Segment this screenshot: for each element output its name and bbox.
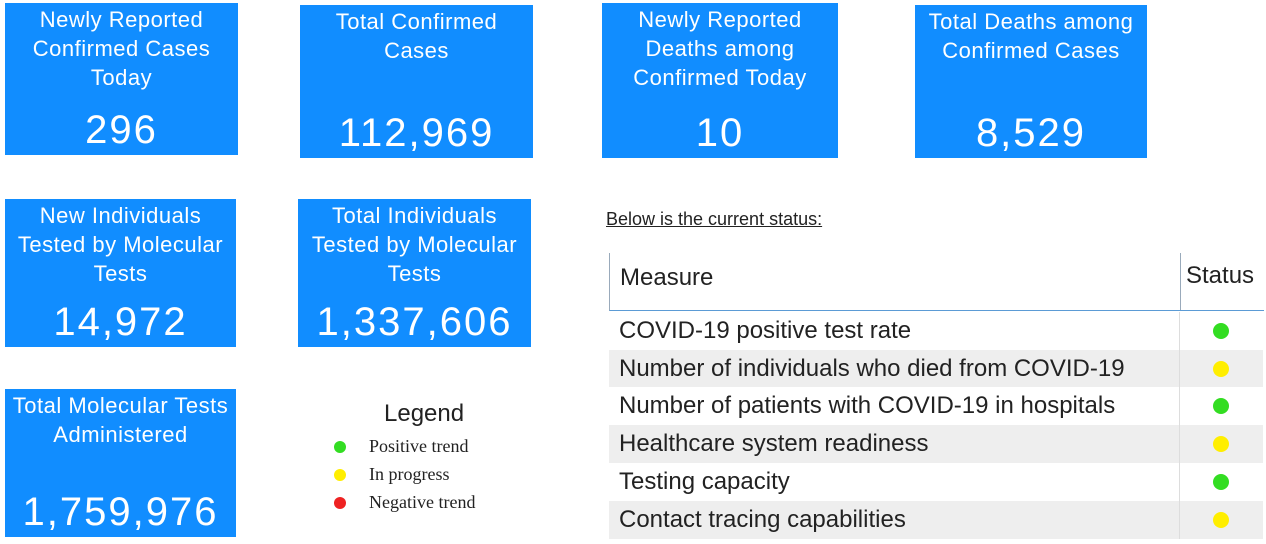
metric-card: Total Individuals Tested by Molecular Te…	[298, 199, 531, 347]
legend-label: Negative trend	[369, 492, 476, 512]
card-label: Newly Reported Confirmed Cases Today	[32, 7, 211, 90]
metric-card: Total Deaths among Confirmed Cases 8,529	[915, 5, 1147, 158]
card-value: 10	[695, 111, 745, 155]
measure-cell: Number of patients with COVID-19 in hosp…	[619, 392, 1116, 420]
card-label: Total Confirmed Cases	[335, 9, 498, 63]
status-dot	[1213, 360, 1229, 377]
card-value: 1,759,976	[22, 490, 219, 534]
column-divider	[1179, 349, 1180, 388]
status-note: Below is the current status:	[606, 209, 823, 229]
card-value: 296	[85, 108, 158, 152]
column-divider	[1179, 500, 1180, 539]
status-dot	[1213, 436, 1229, 453]
metric-card: Total Molecular Tests Administered 1,759,…	[5, 389, 236, 537]
table-row: Testing capacity	[609, 462, 1263, 501]
card-value: 8,529	[975, 111, 1087, 155]
metric-card: Newly Reported Confirmed Cases Today 296	[5, 3, 238, 155]
column-divider	[1179, 387, 1180, 426]
column-divider	[1179, 312, 1180, 350]
legend-dot	[334, 441, 346, 453]
metric-card: Total Confirmed Cases 112,969	[300, 5, 533, 158]
table-row: Number of individuals who died from COVI…	[609, 349, 1263, 388]
column-divider	[1180, 253, 1181, 310]
card-value: 112,969	[338, 111, 495, 155]
card-value: 14,972	[53, 300, 188, 344]
card-label: Total Deaths among Confirmed Cases	[928, 9, 1134, 63]
metric-card: New Individuals Tested by Molecular Test…	[5, 199, 236, 347]
legend-label: In progress	[369, 464, 450, 484]
card-value: 1,337,606	[316, 300, 513, 344]
measure-cell: Healthcare system readiness	[619, 430, 929, 458]
table-header: Measure Status	[609, 253, 1264, 311]
legend-label: Positive trend	[369, 436, 469, 456]
column-divider	[1179, 425, 1180, 464]
table-row: Healthcare system readiness	[609, 425, 1263, 464]
column-divider	[1179, 462, 1180, 501]
legend-title: Legend	[384, 400, 465, 427]
header-cell: Measure	[620, 264, 714, 291]
legend-dot	[334, 469, 346, 481]
card-label: Total Individuals Tested by Molecular Te…	[311, 203, 518, 286]
measure-cell: Number of individuals who died from COVI…	[619, 354, 1125, 382]
card-label: New Individuals Tested by Molecular Test…	[17, 203, 224, 286]
card-label: Newly Reported Deaths among Confirmed To…	[633, 7, 807, 90]
card-label: Total Molecular Tests Administered	[12, 393, 229, 447]
measure-cell: Testing capacity	[619, 467, 790, 495]
metric-card: Newly Reported Deaths among Confirmed To…	[602, 3, 838, 158]
status-dot	[1213, 511, 1229, 528]
measure-cell: Contact tracing capabilities	[619, 505, 906, 533]
header-cell: Status	[1186, 262, 1255, 289]
table-row: Contact tracing capabilities	[609, 500, 1263, 539]
legend-dot	[334, 497, 346, 509]
status-dot	[1213, 398, 1229, 415]
status-dot	[1213, 323, 1229, 339]
table-row: Number of patients with COVID-19 in hosp…	[609, 387, 1263, 426]
status-dot	[1213, 473, 1229, 490]
table-row: COVID-19 positive test rate	[609, 312, 1263, 350]
measure-cell: COVID-19 positive test rate	[619, 317, 912, 344]
